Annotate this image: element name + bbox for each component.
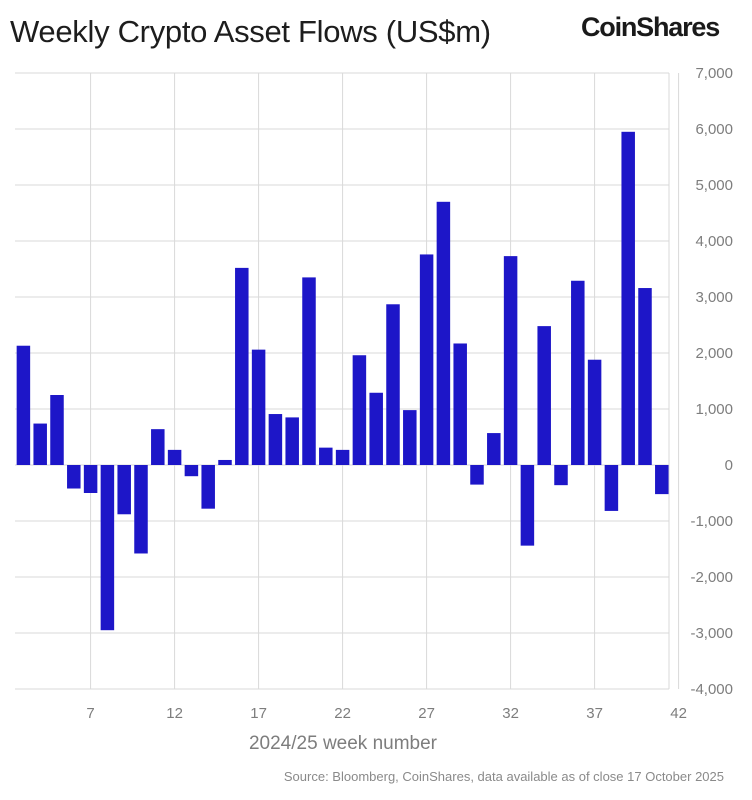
bar xyxy=(251,349,266,465)
brand-logo: CoinShares xyxy=(581,12,720,42)
y-tick-label: 0 xyxy=(725,457,733,474)
bar xyxy=(621,131,635,466)
bar xyxy=(470,465,484,485)
bar xyxy=(319,447,333,465)
bar xyxy=(487,433,501,465)
bar xyxy=(134,465,148,554)
bar xyxy=(151,429,165,465)
bar xyxy=(302,277,316,465)
bar xyxy=(403,410,417,465)
bar xyxy=(335,449,350,465)
y-tick-label: 4,000 xyxy=(695,233,733,250)
bar xyxy=(554,465,568,486)
x-axis-label: 2024/25 week number xyxy=(249,733,438,754)
y-tick-label: -3,000 xyxy=(690,625,733,642)
bar xyxy=(83,465,98,493)
bar xyxy=(604,465,619,511)
bar xyxy=(520,465,535,546)
bar xyxy=(100,465,115,631)
bar xyxy=(369,392,383,465)
x-tick-label: 7 xyxy=(86,705,94,722)
bar xyxy=(638,288,652,465)
bar xyxy=(386,304,400,465)
bar xyxy=(268,414,283,465)
y-tick-label: -1,000 xyxy=(690,513,733,530)
bar xyxy=(184,465,199,477)
y-axis: 7,000 6,000 5,000 4,000 3,000 2,000 1,000 0 -1,0… xyxy=(690,65,733,698)
bar-layer xyxy=(16,131,669,631)
y-tick-label: 1,000 xyxy=(695,401,733,418)
x-tick-label: 42 xyxy=(670,705,687,722)
bar xyxy=(655,465,669,495)
bar xyxy=(235,267,249,465)
bar xyxy=(167,449,182,465)
bar xyxy=(117,465,131,515)
x-tick-label: 37 xyxy=(586,705,603,722)
y-tick-label: -2,000 xyxy=(690,569,733,586)
x-tick-label: 17 xyxy=(250,705,267,722)
source-note: Source: Bloomberg, CoinShares, data avai… xyxy=(283,769,724,784)
bar xyxy=(537,326,551,465)
y-tick-label: 6,000 xyxy=(695,121,733,138)
bar xyxy=(587,359,602,465)
bar xyxy=(352,355,367,465)
bar xyxy=(285,417,299,465)
y-tick-label: 7,000 xyxy=(695,65,733,82)
bar xyxy=(453,343,467,465)
bar xyxy=(33,423,47,465)
x-tick-label: 22 xyxy=(334,705,351,722)
bar xyxy=(67,465,81,489)
bar xyxy=(503,256,518,465)
bar xyxy=(50,395,64,465)
bar xyxy=(16,345,31,465)
x-axis: 7 12 17 22 27 32 37 42 xyxy=(86,705,687,722)
bar xyxy=(201,465,215,509)
y-tick-label: -4,000 xyxy=(690,681,733,698)
x-tick-label: 32 xyxy=(502,705,519,722)
bar xyxy=(419,254,434,465)
y-tick-label: 5,000 xyxy=(695,177,733,194)
x-tick-label: 12 xyxy=(166,705,183,722)
y-tick-label: 2,000 xyxy=(695,345,733,362)
bar xyxy=(571,280,585,465)
y-tick-label: 3,000 xyxy=(695,289,733,306)
chart-title: Weekly Crypto Asset Flows (US$m) xyxy=(10,14,491,49)
x-tick-label: 27 xyxy=(418,705,435,722)
bar xyxy=(436,201,451,466)
bar xyxy=(218,459,232,465)
